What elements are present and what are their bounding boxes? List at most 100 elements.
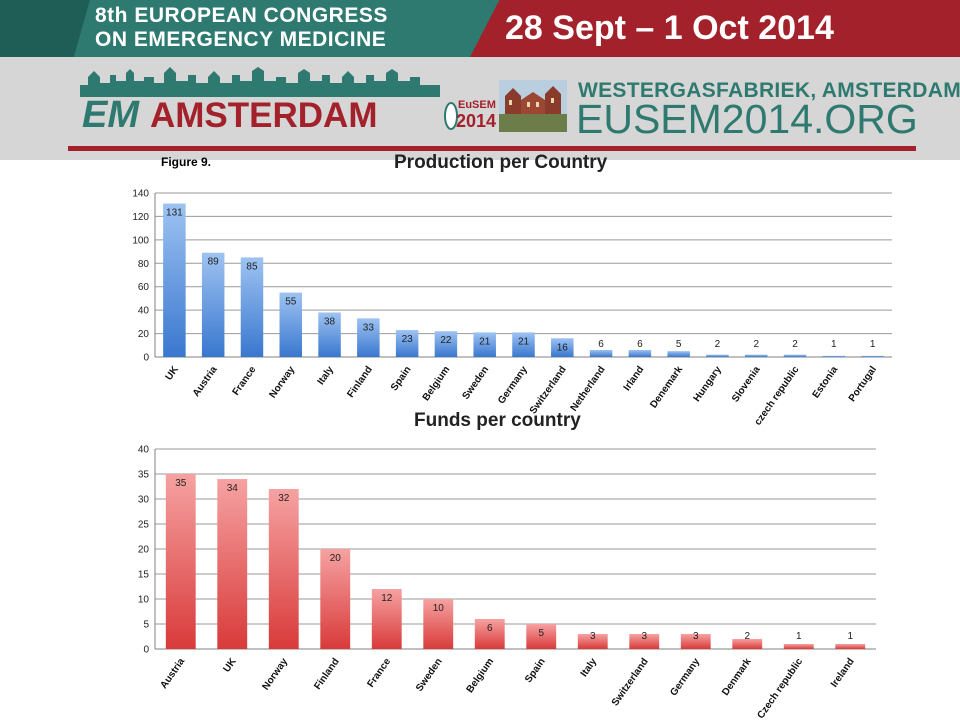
banner-divider	[68, 146, 916, 151]
city-skyline-icon	[80, 67, 440, 97]
funds-data-label: 34	[227, 483, 239, 494]
congress-name-line2: ON EMERGENCY MEDICINE	[95, 28, 387, 51]
production-bar	[589, 349, 613, 357]
funds-category-label: Germany	[668, 656, 702, 698]
production-bar	[201, 252, 225, 357]
logo-city-name: AMSTERDAM	[150, 96, 378, 135]
production-bar	[473, 332, 496, 357]
production-data-label: 85	[246, 261, 258, 272]
production-data-label: 2	[753, 339, 759, 350]
funds-data-label: 20	[330, 553, 342, 564]
funds-bar	[629, 634, 660, 649]
production-data-label: 23	[402, 334, 414, 345]
funds-y-tick-label: 35	[138, 470, 150, 481]
funds-category-label: Finland	[312, 656, 341, 691]
funds-category-label: UK	[221, 656, 239, 675]
congress-name-line1: 8th EUROPEAN CONGRESS	[95, 4, 388, 27]
production-data-label: 2	[715, 339, 721, 350]
production-chart: 020406080100120140131UK89Austria85France…	[132, 189, 892, 428]
funds-chart-title: Funds per country	[414, 410, 581, 431]
eusem-logo-icon	[444, 102, 458, 130]
production-data-label: 89	[208, 257, 220, 268]
funds-y-tick-label: 5	[143, 620, 149, 631]
funds-data-label: 32	[278, 493, 290, 504]
funds-bar	[835, 644, 866, 649]
production-bar	[434, 331, 458, 357]
congress-banner: 8th EUROPEAN CONGRESS ON EMERGENCY MEDIC…	[0, 0, 960, 160]
funds-bar	[577, 634, 608, 649]
funds-data-label: 2	[744, 631, 750, 642]
funds-y-tick-label: 25	[138, 520, 150, 531]
production-bar	[163, 203, 186, 357]
funds-bar	[320, 549, 351, 649]
production-data-label: 5	[676, 339, 682, 350]
production-bar	[318, 312, 341, 357]
production-bar	[240, 257, 264, 357]
funds-data-label: 1	[796, 631, 802, 642]
funds-data-label: 12	[381, 593, 393, 604]
production-data-label: 6	[598, 339, 604, 350]
banner-accent-stripe	[0, 0, 90, 57]
congress-dates: 28 Sept – 1 Oct 2014	[505, 9, 834, 47]
production-y-tick-label: 140	[132, 189, 149, 200]
figure-label: Figure 9.	[161, 155, 212, 169]
funds-y-tick-label: 20	[138, 545, 150, 556]
production-data-label: 6	[637, 339, 643, 350]
venue-name: WESTERGASFABRIEK, AMSTERDAM	[578, 79, 960, 102]
funds-category-label: Switzerland	[610, 656, 651, 708]
production-data-label: 16	[557, 342, 569, 353]
production-y-tick-label: 0	[143, 353, 149, 364]
funds-category-label: Ireland	[829, 656, 857, 689]
funds-y-tick-label: 0	[143, 645, 149, 656]
funds-y-tick-label: 15	[138, 570, 150, 581]
funds-category-label: Spain	[523, 656, 548, 685]
funds-bar	[371, 589, 402, 649]
production-bar	[357, 318, 380, 357]
production-y-tick-label: 40	[138, 306, 150, 317]
production-data-label: 38	[324, 316, 336, 327]
funds-category-label: Norway	[260, 656, 290, 692]
funds-y-tick-label: 40	[138, 445, 150, 456]
production-bar	[628, 349, 652, 357]
funds-bar	[526, 624, 557, 649]
production-y-tick-label: 80	[138, 259, 150, 270]
banner-date-bar	[470, 0, 960, 57]
production-y-tick-label: 100	[132, 235, 149, 246]
congress-website: EUSEM2014.ORG	[576, 96, 918, 142]
funds-category-label: Belgium	[465, 656, 497, 695]
logo-org-name: EuSEM	[458, 99, 496, 111]
banner-logo-band	[0, 57, 960, 160]
funds-bar	[783, 644, 814, 649]
funds-category-label: Czech republic	[755, 656, 805, 720]
funds-bar	[268, 489, 299, 649]
production-data-label: 1	[831, 339, 837, 350]
production-bar	[861, 355, 884, 357]
congress-name: 8th EUROPEAN CONGRESS ON EMERGENCY MEDIC…	[95, 4, 388, 52]
logo-year: 2014	[456, 111, 497, 131]
production-data-label: 33	[363, 322, 375, 333]
logo-em-mark: EM	[82, 94, 139, 136]
funds-y-tick-label: 30	[138, 495, 150, 506]
production-bar	[512, 332, 535, 357]
production-bar	[744, 354, 768, 357]
production-data-label: 21	[479, 336, 491, 347]
production-data-label: 55	[285, 297, 297, 308]
production-data-label: 131	[166, 208, 183, 219]
funds-data-label: 6	[487, 623, 493, 634]
production-bar	[551, 338, 574, 357]
production-data-label: 21	[518, 336, 530, 347]
funds-bar	[165, 474, 196, 649]
funds-category-label: Denmark	[720, 656, 754, 698]
funds-category-label: France	[365, 656, 393, 690]
funds-category-label: Italy	[579, 656, 600, 679]
funds-bar	[474, 619, 505, 649]
funds-data-label: 35	[175, 478, 187, 489]
production-bar	[395, 330, 419, 357]
production-y-tick-label: 120	[132, 212, 149, 223]
funds-data-label: 3	[693, 631, 699, 642]
production-data-label: 1	[870, 339, 876, 350]
production-data-label: 22	[440, 335, 452, 346]
funds-bar	[217, 479, 248, 649]
funds-bar	[680, 634, 711, 649]
production-data-label: 2	[792, 339, 798, 350]
